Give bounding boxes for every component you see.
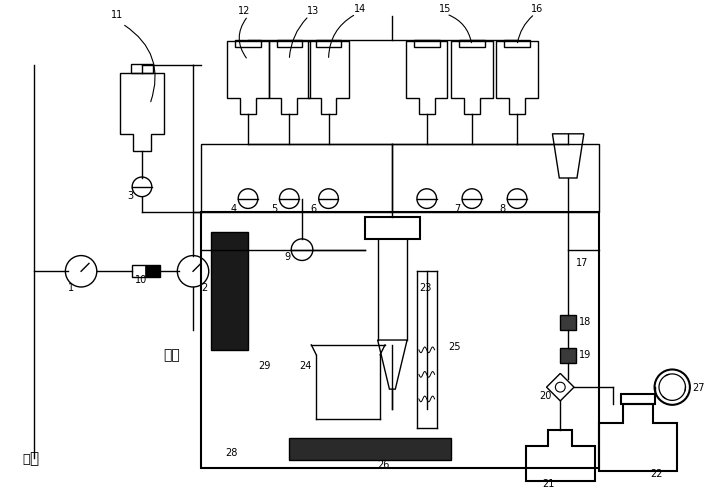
Text: 27: 27 [692, 383, 704, 393]
Text: 19: 19 [579, 349, 591, 360]
Bar [132, 265, 160, 277]
Text: 21: 21 [542, 479, 555, 490]
Text: 17: 17 [576, 258, 588, 268]
Bar [277, 40, 302, 48]
Bar [560, 315, 576, 330]
Text: 12: 12 [238, 6, 250, 16]
Text: 7: 7 [454, 204, 460, 214]
Text: 14: 14 [354, 4, 367, 14]
Text: 28: 28 [225, 448, 238, 458]
Bar [365, 217, 420, 239]
Text: 废物: 废物 [163, 348, 180, 363]
Text: 22: 22 [651, 469, 663, 480]
Text: 6: 6 [311, 204, 317, 214]
Bar [560, 348, 576, 363]
Bar [211, 232, 248, 350]
Text: 5: 5 [272, 204, 278, 214]
Text: 2: 2 [201, 283, 207, 293]
Text: 13: 13 [307, 6, 319, 16]
Bar [621, 394, 654, 404]
Bar [235, 40, 261, 48]
Text: 4: 4 [230, 204, 237, 214]
Bar [504, 40, 530, 48]
Bar [414, 40, 440, 48]
Bar [201, 144, 598, 212]
Text: 26: 26 [378, 460, 390, 470]
Text: 25: 25 [448, 342, 461, 352]
Text: 24: 24 [299, 361, 311, 371]
Text: 1: 1 [68, 283, 74, 293]
Text: 靶: 靶 [23, 453, 30, 466]
Bar [459, 40, 485, 48]
Text: 9: 9 [284, 251, 291, 261]
Text: 20: 20 [540, 391, 552, 401]
Bar [289, 438, 452, 460]
Text: 18: 18 [579, 317, 591, 327]
Text: 靶: 靶 [29, 451, 38, 466]
Text: 29: 29 [258, 361, 270, 371]
Text: 3: 3 [127, 191, 133, 200]
Bar [316, 40, 341, 48]
Bar [201, 212, 598, 468]
Text: 11: 11 [111, 10, 123, 20]
Text: 23: 23 [419, 283, 431, 293]
Text: 15: 15 [439, 4, 451, 14]
Text: 8: 8 [499, 204, 506, 214]
Bar [145, 265, 160, 277]
Text: 10: 10 [135, 275, 147, 285]
Bar [131, 64, 152, 73]
Text: 16: 16 [531, 4, 543, 14]
